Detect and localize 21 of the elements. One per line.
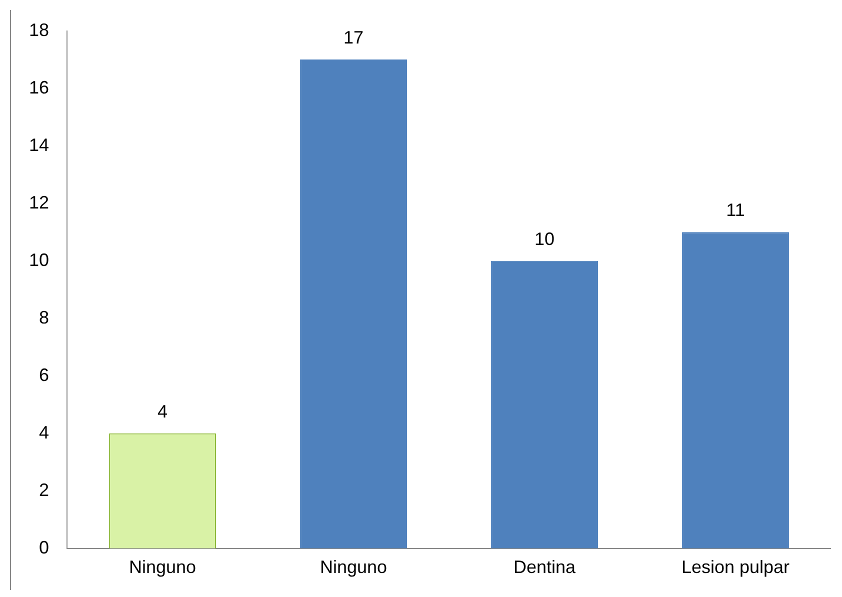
bar	[682, 232, 789, 548]
bar	[491, 260, 598, 548]
data-label: 10	[534, 228, 555, 249]
bar	[300, 60, 407, 548]
y-tick-label: 18	[28, 20, 50, 40]
data-label: 11	[726, 200, 745, 220]
y-tick-label: 10	[28, 250, 50, 270]
x-tick-label: Dentina	[513, 557, 577, 578]
y-tick-label: 4	[39, 422, 50, 442]
y-tick-label: 6	[39, 364, 50, 385]
data-label: 4	[158, 401, 168, 422]
y-tick-label: 16	[28, 77, 50, 98]
data-label: 17	[344, 28, 364, 48]
y-tick-label: 0	[39, 537, 50, 558]
y-tick-label: 12	[28, 192, 50, 212]
x-tick-label: Lesion pulpar	[681, 557, 790, 578]
y-tick-label: 14	[28, 134, 50, 155]
y-tick-label: 2	[39, 480, 50, 500]
x-tick-label: Ninguno	[128, 557, 196, 578]
y-tick-label: 8	[39, 307, 50, 328]
x-tick-label: Ninguno	[320, 557, 388, 578]
